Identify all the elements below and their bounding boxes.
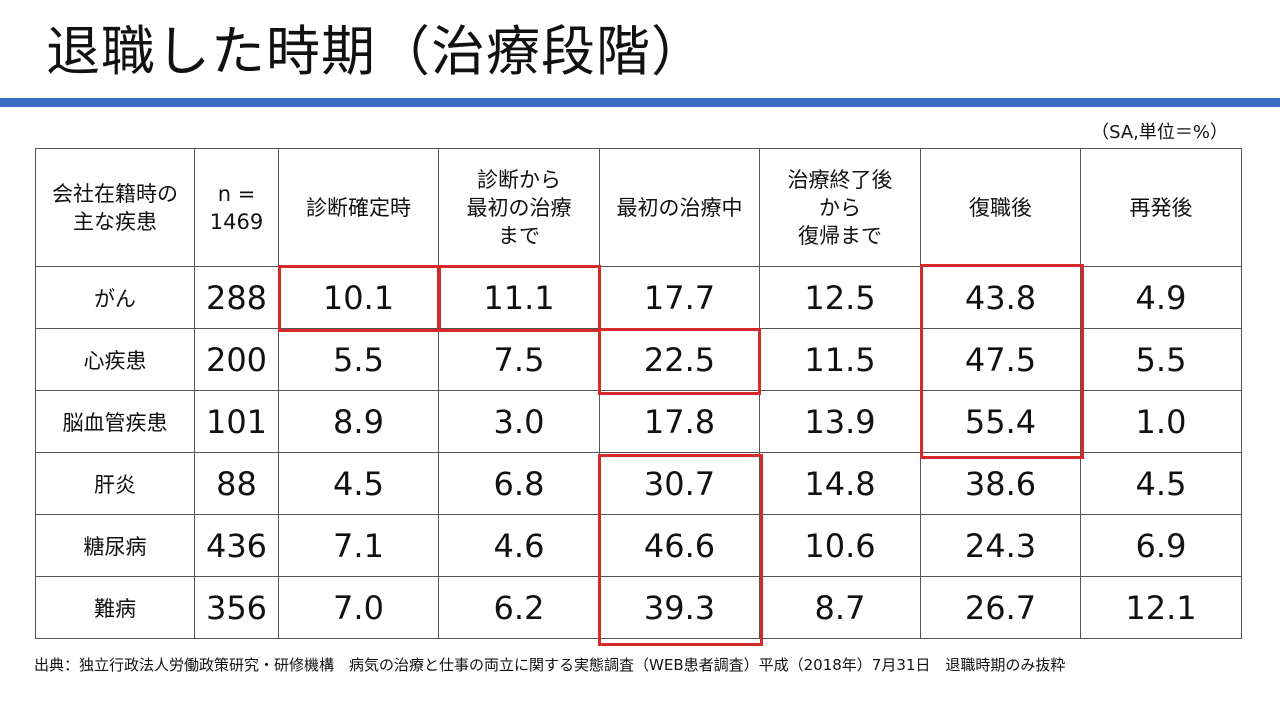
n-cell: 101 — [194, 390, 279, 453]
n-cell: 200 — [194, 328, 279, 391]
value-cell: 12.1 — [1080, 576, 1242, 639]
value-cell: 4.5 — [1080, 452, 1242, 515]
value-cell: 30.7 — [599, 452, 760, 515]
header-sample-size: n = 1469 — [194, 148, 279, 267]
table-row: 難病 356 7.0 6.2 39.3 8.7 26.7 12.1 — [35, 576, 1242, 639]
value-cell: 10.1 — [278, 266, 439, 329]
disease-cell: 難病 — [35, 576, 195, 639]
value-cell: 24.3 — [920, 514, 1081, 577]
value-cell: 4.5 — [278, 452, 439, 515]
value-cell: 4.6 — [438, 514, 600, 577]
value-cell: 1.0 — [1080, 390, 1242, 453]
header-after-recurrence: 再発後 — [1080, 148, 1242, 267]
n-cell: 356 — [194, 576, 279, 639]
header-after-treatment-to-return: 治療終了後 から 復帰まで — [759, 148, 921, 267]
value-cell: 22.5 — [599, 328, 760, 391]
value-cell: 3.0 — [438, 390, 600, 453]
title-underline-bar — [0, 98, 1280, 107]
value-cell: 6.8 — [438, 452, 600, 515]
disease-cell: 心疾患 — [35, 328, 195, 391]
value-cell: 17.8 — [599, 390, 760, 453]
value-cell: 7.1 — [278, 514, 439, 577]
value-cell: 7.0 — [278, 576, 439, 639]
header-after-return-to-work: 復職後 — [920, 148, 1081, 267]
value-cell: 4.9 — [1080, 266, 1242, 329]
value-cell: 17.7 — [599, 266, 760, 329]
unit-note: （SA,単位＝%） — [1091, 122, 1228, 143]
value-cell: 55.4 — [920, 390, 1081, 453]
value-cell: 26.7 — [920, 576, 1081, 639]
n-cell: 288 — [194, 266, 279, 329]
value-cell: 11.5 — [759, 328, 921, 391]
retirement-timing-table: 会社在籍時の 主な疾患 n = 1469 診断確定時 診断から 最初の治療 まで… — [35, 148, 1242, 639]
value-cell: 6.2 — [438, 576, 600, 639]
disease-cell: 肝炎 — [35, 452, 195, 515]
disease-cell: 脳血管疾患 — [35, 390, 195, 453]
table-row: がん 288 10.1 11.1 17.7 12.5 43.8 4.9 — [35, 266, 1242, 329]
n-cell: 88 — [194, 452, 279, 515]
value-cell: 38.6 — [920, 452, 1081, 515]
header-at-diagnosis: 診断確定時 — [278, 148, 439, 267]
value-cell: 14.8 — [759, 452, 921, 515]
value-cell: 11.1 — [438, 266, 600, 329]
table-row: 脳血管疾患 101 8.9 3.0 17.8 13.9 55.4 1.0 — [35, 390, 1242, 453]
value-cell: 39.3 — [599, 576, 760, 639]
table-row: 心疾患 200 5.5 7.5 22.5 11.5 47.5 5.5 — [35, 328, 1242, 391]
header-disease: 会社在籍時の 主な疾患 — [35, 148, 195, 267]
n-cell: 436 — [194, 514, 279, 577]
value-cell: 43.8 — [920, 266, 1081, 329]
header-diagnosis-to-first-treatment: 診断から 最初の治療 まで — [438, 148, 600, 267]
value-cell: 6.9 — [1080, 514, 1242, 577]
value-cell: 5.5 — [1080, 328, 1242, 391]
header-row: 会社在籍時の 主な疾患 n = 1469 診断確定時 診断から 最初の治療 まで… — [35, 148, 1242, 267]
source-citation: 出典：独立行政法人労働政策研究・研修機構 病気の治療と仕事の両立に関する実態調査… — [34, 656, 1066, 674]
header-during-first-treatment: 最初の治療中 — [599, 148, 760, 267]
page-title: 退職した時期（治療段階） — [46, 20, 706, 83]
value-cell: 10.6 — [759, 514, 921, 577]
disease-cell: 糖尿病 — [35, 514, 195, 577]
value-cell: 46.6 — [599, 514, 760, 577]
value-cell: 7.5 — [438, 328, 600, 391]
table-row: 糖尿病 436 7.1 4.6 46.6 10.6 24.3 6.9 — [35, 514, 1242, 577]
value-cell: 13.9 — [759, 390, 921, 453]
disease-cell: がん — [35, 266, 195, 329]
value-cell: 8.9 — [278, 390, 439, 453]
value-cell: 12.5 — [759, 266, 921, 329]
value-cell: 5.5 — [278, 328, 439, 391]
table-row: 肝炎 88 4.5 6.8 30.7 14.8 38.6 4.5 — [35, 452, 1242, 515]
value-cell: 8.7 — [759, 576, 921, 639]
value-cell: 47.5 — [920, 328, 1081, 391]
